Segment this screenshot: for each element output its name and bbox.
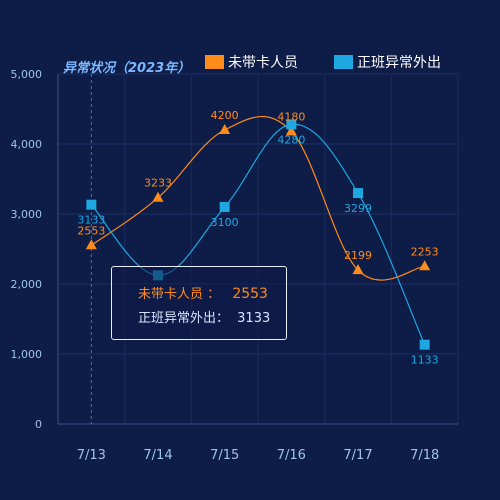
- series-1-point[interactable]: [352, 264, 364, 275]
- series-1-point[interactable]: [85, 239, 97, 250]
- tooltip-row-1: 未带卡人员 ： 2553: [138, 282, 286, 307]
- chart-title: 异常状况（2023年）: [63, 60, 190, 76]
- series-1-point[interactable]: [219, 124, 231, 134]
- data-label-series-2: 3299: [344, 202, 372, 215]
- x-tick-label: 7/18: [410, 448, 439, 463]
- tooltip-series-name-2: 正班异常外出：: [138, 311, 230, 326]
- y-tick-label: 1,000: [11, 348, 43, 361]
- series-1-point[interactable]: [419, 260, 431, 271]
- data-label-series-2: 3133: [77, 214, 105, 227]
- x-tick-label: 7/17: [343, 448, 372, 463]
- tooltip-row-2: 正班异常外出： 3133: [138, 307, 286, 331]
- tooltip: 未带卡人员 ： 2553 正班异常外出： 3133: [111, 266, 287, 340]
- x-tick-label: 7/16: [277, 448, 306, 463]
- y-tick-label: 2,000: [11, 278, 43, 291]
- data-label-series-1: 2553: [77, 224, 105, 237]
- data-label-series-2: 4280: [277, 133, 305, 146]
- series-1-point[interactable]: [152, 191, 164, 202]
- series-1-point[interactable]: [285, 125, 297, 136]
- series-2-point[interactable]: [419, 339, 430, 350]
- data-label-series-1: 4200: [211, 109, 239, 122]
- data-label-series-2: 3100: [211, 216, 239, 229]
- data-label-series-1: 4180: [277, 110, 305, 123]
- x-tick-label: 7/15: [210, 448, 239, 463]
- legend-label-2[interactable]: 正班异常外出: [357, 55, 441, 71]
- tooltip-series-name-1: 未带卡人员: [138, 287, 204, 302]
- series-2-point[interactable]: [286, 119, 297, 130]
- legend-swatch-2[interactable]: [334, 55, 353, 69]
- data-label-series-1: 2253: [411, 245, 439, 258]
- series-2-point[interactable]: [219, 202, 230, 212]
- x-tick-label: 7/14: [143, 448, 172, 463]
- data-label-series-2: 1133: [411, 354, 439, 367]
- tooltip-value-2: 3133: [237, 311, 271, 326]
- tooltip-separator-1: ：: [207, 287, 221, 302]
- legend-swatch-1[interactable]: [205, 55, 224, 69]
- series-2-point[interactable]: [86, 199, 97, 210]
- series-2-point[interactable]: [353, 188, 363, 199]
- y-tick-label: 3,000: [11, 208, 43, 221]
- data-label-series-1: 3233: [144, 177, 172, 190]
- legend-label-1[interactable]: 未带卡人员: [228, 55, 298, 71]
- y-tick-label: 4,000: [11, 138, 43, 151]
- x-tick-label: 7/13: [77, 448, 106, 463]
- tooltip-value-1: 2553: [232, 286, 268, 302]
- data-label-series-1: 2199: [344, 249, 372, 262]
- y-tick-label: 5,000: [11, 68, 43, 81]
- y-tick-label: 0: [35, 418, 42, 431]
